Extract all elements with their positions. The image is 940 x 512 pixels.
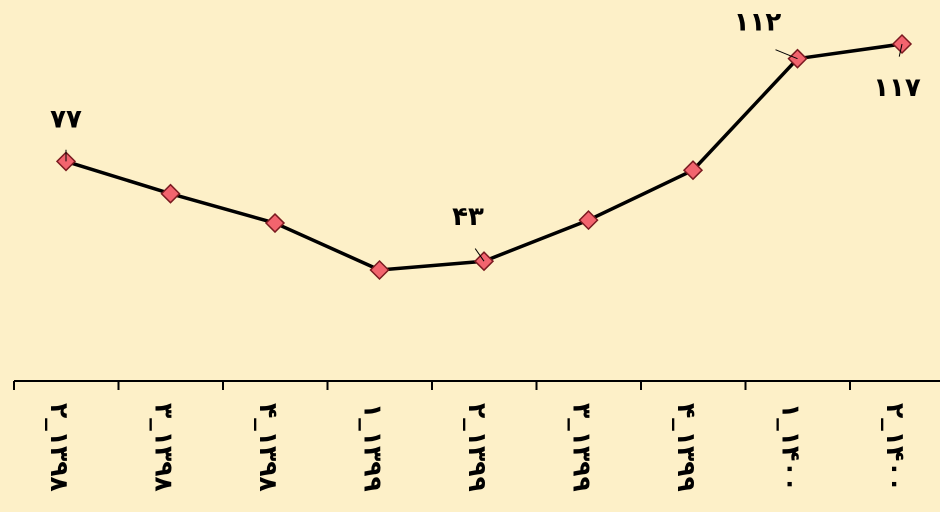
x-tick-label: ۱_۱۴۰۰ [777, 403, 806, 492]
data-point [578, 210, 599, 231]
data-point [264, 212, 286, 234]
x-tick-label: ۲_۱۳۹۹ [463, 403, 492, 492]
data-labels: ۷۷ ۴۳ ۱۱۲ ۱۱۷ [50, 8, 921, 262]
x-tick-label: ۴_۱۳۹۹ [672, 403, 701, 492]
series-line [65, 42, 903, 272]
data-label: ۷۷ [50, 104, 82, 134]
data-label: ۱۱۲ [734, 8, 782, 38]
data-label: ۴۳ [452, 202, 484, 232]
x-tick-label: ۳_۱۳۹۹ [568, 403, 597, 492]
data-point [160, 183, 181, 204]
data-point [682, 160, 704, 181]
data-points [55, 33, 913, 281]
x-tick-label: ۴_۱۳۹۸ [254, 403, 283, 492]
x-tick-label: ۲_۱۳۹۸ [45, 403, 74, 492]
data-label: ۱۱۷ [873, 73, 921, 103]
x-tick-label: ۳_۱۳۹۸ [150, 403, 179, 492]
x-tick-label: ۱_۱۳۹۹ [359, 403, 388, 492]
data-label-leader [775, 49, 798, 60]
x-axis [13, 380, 940, 390]
x-tick-labels: ۲_۱۳۹۸ ۳_۱۳۹۸ ۴_۱۳۹۸ ۱_۱۳۹۹ ۲_۱۳۹۹ ۳_۱۳۹۹ ۴_۱۳… [45, 403, 910, 492]
data-label-leader [898, 43, 903, 57]
data-point [369, 259, 390, 281]
x-tick-label: ۲_۱۴۰۰ [881, 403, 910, 492]
series-line-group [65, 42, 903, 272]
data-label-leader [474, 248, 485, 262]
